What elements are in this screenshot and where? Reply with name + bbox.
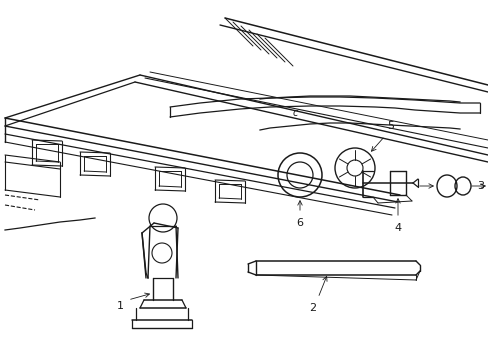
Text: c: c — [292, 108, 297, 118]
Text: 4: 4 — [394, 223, 401, 233]
Text: 2: 2 — [309, 303, 316, 313]
Text: 1: 1 — [116, 301, 123, 311]
Text: 6: 6 — [296, 218, 303, 228]
Text: 3: 3 — [476, 181, 483, 191]
Text: 5: 5 — [386, 121, 394, 131]
